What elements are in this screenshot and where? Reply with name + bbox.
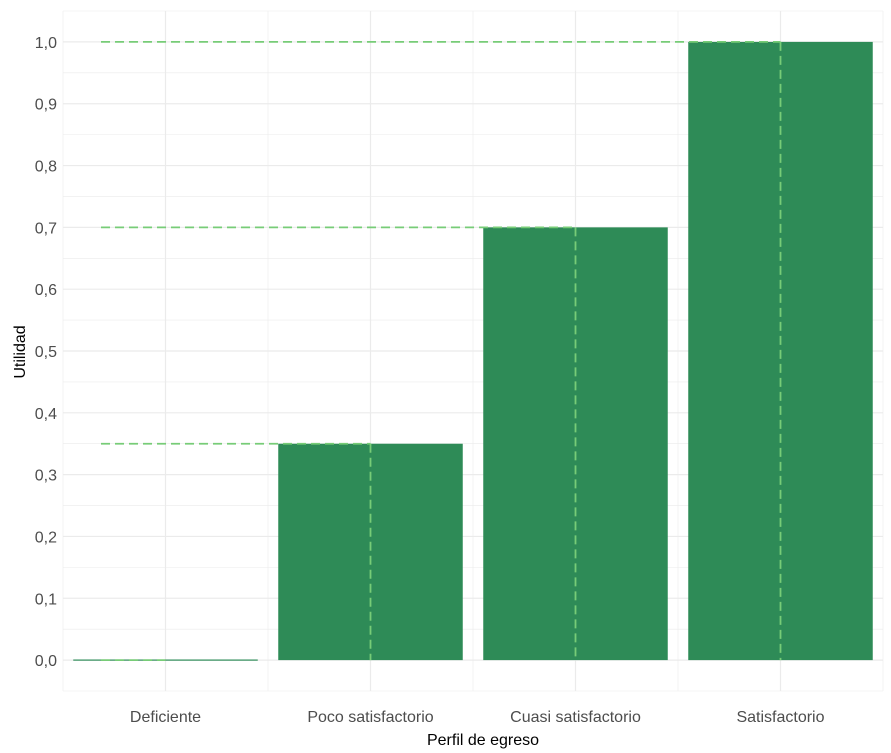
y-tick-label: 0,3 (35, 468, 57, 485)
y-tick-label: 0,9 (35, 97, 57, 114)
x-tick-label: Cuasi satisfactorio (510, 709, 641, 726)
y-axis-title: Utilidad (12, 325, 29, 378)
y-tick-label: 1,0 (35, 35, 57, 52)
x-tick-label: Satisfactorio (736, 709, 824, 726)
x-tick-label: Deficiente (130, 709, 201, 726)
y-tick-label: 0,5 (35, 344, 57, 361)
y-tick-label: 0,7 (35, 220, 57, 237)
x-tick-label: Poco satisfactorio (307, 709, 433, 726)
labels-layer: 0,0 0,1 0,2 0,3 0,4 0,5 0,6 0,7 0,8 0,9 1,0 Deficie… (35, 35, 825, 726)
y-tick-label: 0,2 (35, 529, 57, 546)
y-tick-label: 0,4 (35, 406, 57, 423)
guides-layer (101, 41, 782, 661)
x-axis-title: Perfil de egreso (427, 732, 539, 749)
y-tick-label: 0,6 (35, 282, 57, 299)
y-tick-label: 0,0 (35, 653, 57, 670)
y-tick-label: 0,1 (35, 591, 57, 608)
y-tick-label: 0,8 (35, 159, 57, 176)
